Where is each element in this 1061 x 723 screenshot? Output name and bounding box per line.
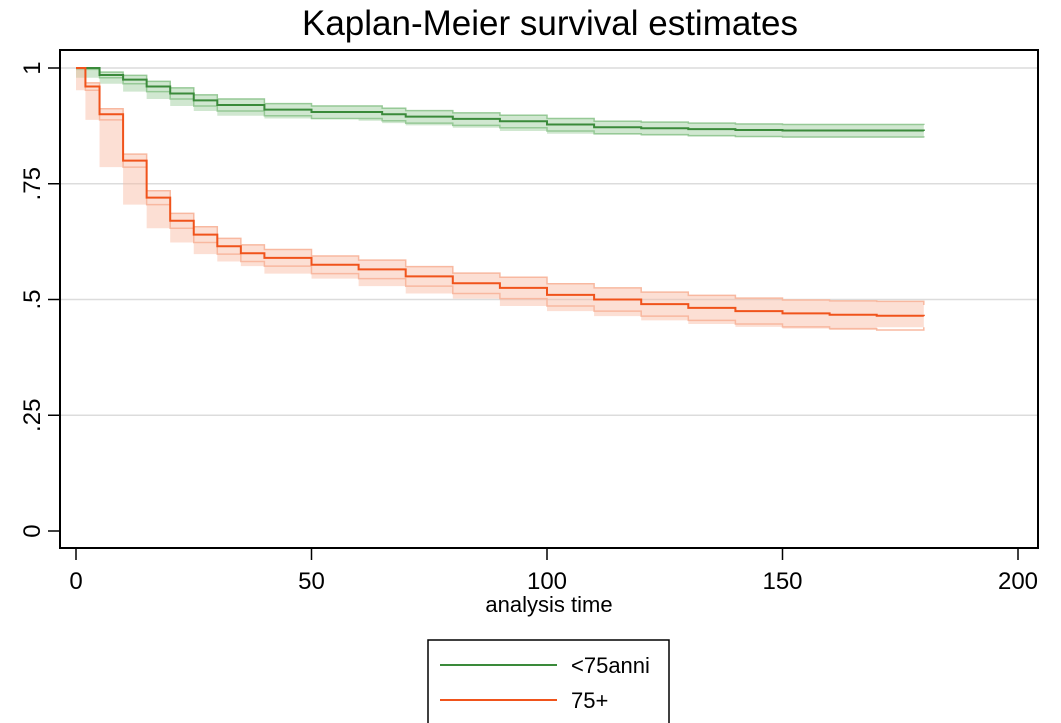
ci-band-series-0 xyxy=(76,68,924,138)
y-tick-label-4: 1 xyxy=(19,61,46,74)
x-tick-label-0: 0 xyxy=(69,568,82,595)
x-tick-label-3: 150 xyxy=(762,568,802,595)
survival-line-series-1 xyxy=(76,67,925,317)
x-axis-ticks: 0 50 100 150 200 xyxy=(69,548,1038,595)
legend-label-75plus: 75+ xyxy=(571,688,608,713)
x-tick-label-1: 50 xyxy=(298,568,325,595)
ci-lower-series-0 xyxy=(76,68,925,138)
legend-label-lt75: <75anni xyxy=(571,653,650,678)
y-tick-label-0: 0 xyxy=(19,524,46,537)
x-axis-title: analysis time xyxy=(485,592,612,617)
legend-box xyxy=(427,639,670,723)
y-tick-label-1: .25 xyxy=(19,399,46,432)
legend: <75anni 75+ xyxy=(427,639,670,723)
survival-line-series-0 xyxy=(76,67,925,132)
x-tick-label-2: 100 xyxy=(527,568,567,595)
y-axis-ticks: 0 .25 .5 .75 1 xyxy=(19,61,60,538)
chart-title: Kaplan-Meier survival estimates xyxy=(301,4,798,43)
grid-lines xyxy=(61,67,1037,416)
ci-band-series-1 xyxy=(76,68,924,331)
y-tick-label-2: .5 xyxy=(19,289,46,309)
x-tick-label-4: 200 xyxy=(998,568,1038,595)
confidence-bands xyxy=(76,67,925,331)
survival-lines xyxy=(76,67,925,317)
ci-upper-series-0 xyxy=(76,67,925,126)
y-tick-label-3: .75 xyxy=(19,167,46,200)
